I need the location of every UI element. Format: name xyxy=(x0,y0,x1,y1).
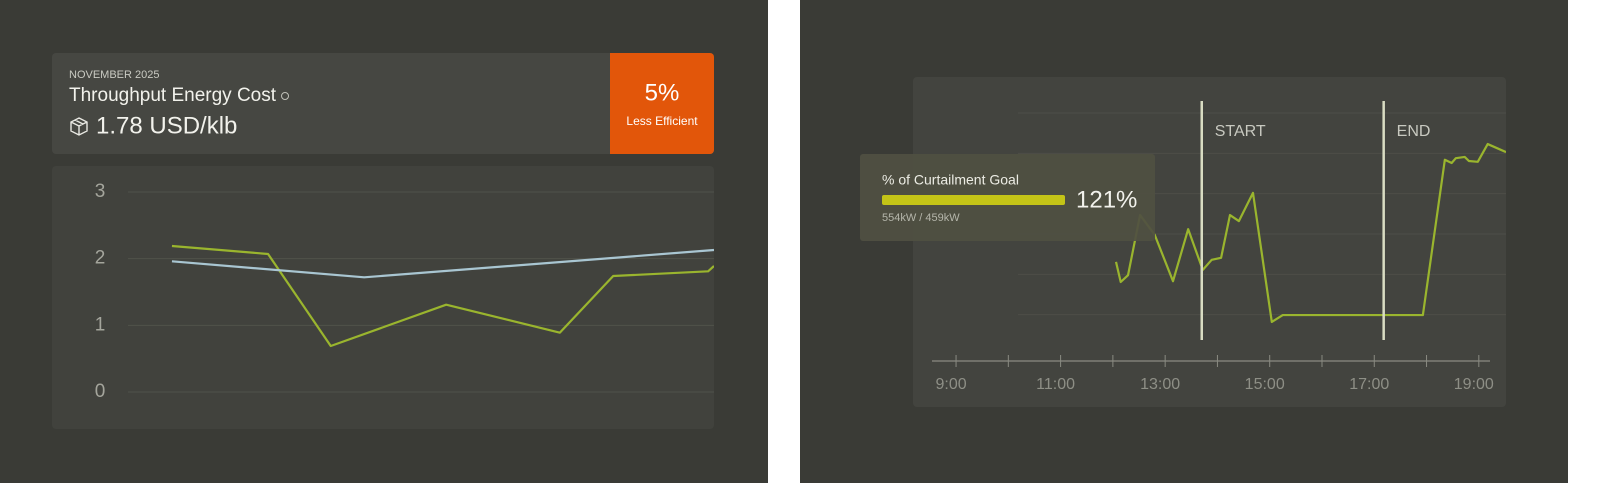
period: NOVEMBER 2025 xyxy=(69,69,159,81)
x-tick-label: 13:00 xyxy=(1140,376,1180,393)
tooltip-value: 121% xyxy=(1076,186,1137,213)
y-tick-label: 2 xyxy=(95,248,106,269)
x-tick-label: 11:00 xyxy=(1036,376,1075,393)
data-line xyxy=(171,248,714,279)
cube-icon xyxy=(70,117,88,136)
x-tick-label: 19:00 xyxy=(1454,376,1494,393)
summary-card xyxy=(52,53,714,154)
y-tick-label: 3 xyxy=(95,181,106,202)
x-tick-label: 17:00 xyxy=(1349,376,1389,393)
chart-card xyxy=(52,166,714,429)
badge xyxy=(610,53,714,154)
x-tick-label: 15:00 xyxy=(1245,376,1285,393)
y-tick-label: 0 xyxy=(95,381,106,402)
badge-label: Less Efficient xyxy=(626,114,698,128)
tooltip: % of Curtailment Goal 121% 554kW / 459kW xyxy=(860,154,1155,241)
tooltip-title: % of Curtailment Goal xyxy=(882,172,1019,188)
info-icon[interactable] xyxy=(281,92,290,100)
tooltip-detail: 554kW / 459kW xyxy=(882,212,960,224)
progress-bar xyxy=(882,195,1065,205)
card-value: 1.78 USD/klb xyxy=(96,112,237,139)
plot xyxy=(171,244,714,348)
marker-label: END xyxy=(1397,123,1431,140)
y-tick-label: 1 xyxy=(95,314,106,335)
marker-label: START xyxy=(1215,123,1266,140)
x-tick-label: 9:00 xyxy=(935,376,966,393)
badge-value: 5% xyxy=(645,79,680,106)
card-title: Throughput Energy Cost xyxy=(69,85,277,106)
